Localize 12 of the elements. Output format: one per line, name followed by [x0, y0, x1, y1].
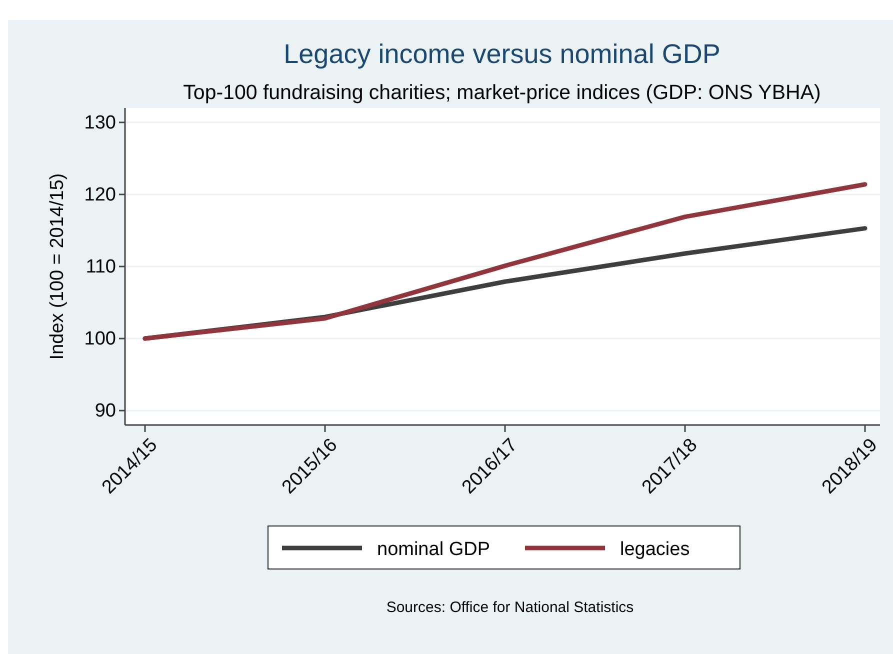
y-tick-label: 130	[84, 112, 116, 134]
y-axis-title: Index (100 = 2014/15)	[47, 173, 68, 360]
legend-label: legacies	[620, 539, 690, 560]
y-tick-label: 120	[84, 184, 116, 206]
y-tick-label: 90	[94, 400, 116, 422]
line-series	[142, 182, 868, 341]
source-note: Sources: Office for National Statistics	[386, 599, 634, 616]
y-tick-label: 100	[84, 328, 116, 350]
y-tick-label: 110	[86, 256, 116, 278]
chart-title: Legacy income versus nominal GDP	[284, 39, 720, 69]
legend-label: nominal GDP	[377, 539, 490, 560]
chart-subtitle: Top-100 fundraising charities; market-price indices (GDP: ONS YBHA)	[183, 81, 821, 104]
